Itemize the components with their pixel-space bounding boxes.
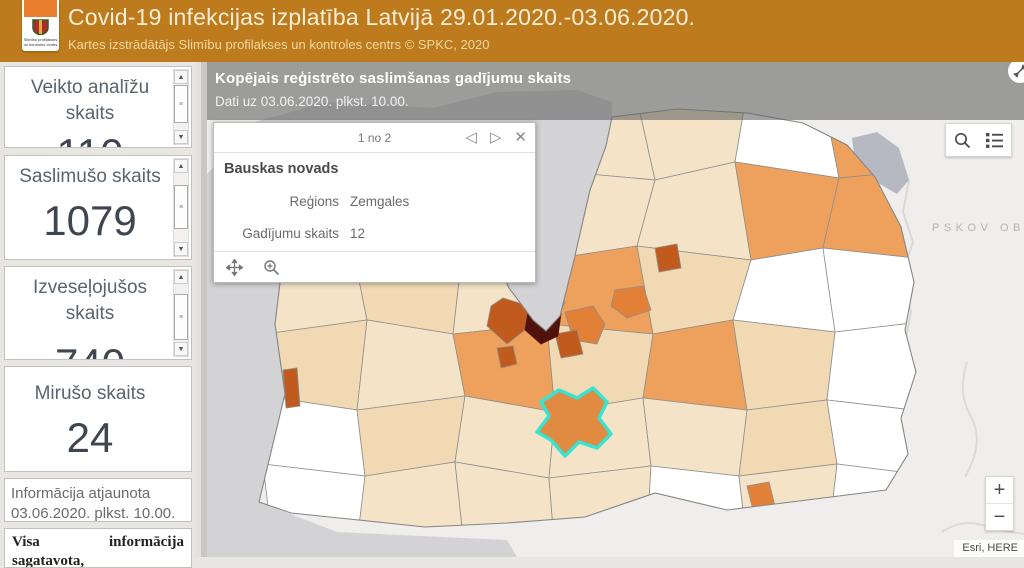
stats-sidebar: Veikto analīžu skaits 110 ▲ ≡ ▼ Saslimuš… (0, 62, 195, 568)
stat-value: 740 (5, 341, 191, 360)
stat-panel-tests: Veikto analīžu skaits 110 ▲ ≡ ▼ (4, 66, 192, 148)
info-updated-line2: 03.06.2020. plkst. 10.00. (11, 505, 176, 522)
stat-title: Veikto analīžu skaits (30, 77, 150, 124)
popup-title: Bauskas novads (224, 161, 339, 177)
popup-footer (214, 251, 535, 282)
panel-scrollbar[interactable]: ▲ ≡ ▼ (173, 269, 189, 357)
panel-scrollbar[interactable]: ▲ ≡ ▼ (173, 158, 189, 257)
selected-municipality-bauskas[interactable] (535, 386, 613, 458)
zoom-to-button[interactable] (263, 259, 280, 276)
stat-panel-deaths: Mirušo skaits 24 (4, 366, 192, 472)
scroll-down-icon[interactable]: ▼ (174, 242, 188, 256)
riga-ring-southeast-cell (554, 329, 584, 359)
popup-body: Bauskas novads Reģions Zemgales Gadījumu… (214, 153, 535, 241)
region-label-pskov: PSKOV OBLAST (932, 222, 1024, 234)
zoom-out-button[interactable]: − (993, 506, 1006, 528)
scroll-up-icon[interactable]: ▲ (174, 270, 188, 284)
disclaimer-panel: Visa informācija sagatavota, izmantojot … (4, 528, 192, 568)
pan-arrows-icon (226, 258, 243, 276)
zoom-in-button[interactable]: + (986, 477, 1013, 504)
scrollbar-thumb[interactable]: ≡ (174, 294, 188, 340)
stat-title: Mirušo skaits (34, 383, 146, 404)
legend-list-icon (986, 132, 1004, 148)
liepaja-cell (282, 367, 301, 409)
disclaimer-line1: Visa informācija sagatavota, (12, 534, 184, 568)
map-attribution: Esri, HERE (954, 540, 1024, 557)
popup-row-label: Reģions (289, 194, 339, 209)
pan-to-button[interactable] (226, 258, 243, 276)
page-subtitle: Kartes izstrādātājs Slimību profilakses … (68, 37, 490, 52)
zoom-to-icon (264, 259, 280, 275)
map-overlay-title: Kopējais reģistrēto saslimšanas gadījumu… (215, 70, 572, 87)
coat-of-arms-icon (32, 19, 49, 35)
latvia-border (258, 108, 917, 528)
popup-row-label: Gadījumu skaits (242, 226, 339, 241)
zoom-control: + − (985, 476, 1014, 531)
cesis-cell (610, 285, 652, 319)
map-overlay-subtitle: Dati uz 03.06.2020. plkst. 10.00. (215, 94, 409, 109)
scroll-up-icon[interactable]: ▲ (174, 70, 188, 84)
valmiera-cell (654, 243, 682, 273)
popup-row-value: 12 (350, 226, 366, 241)
spkc-logo: Slimību profilakses un kontroles centrs (22, 0, 59, 51)
popup-next-icon[interactable]: ▷ (489, 129, 502, 146)
expand-icon (1013, 64, 1024, 78)
app-header: Slimību profilakses un kontroles centrs … (0, 0, 1024, 62)
panel-scrollbar[interactable]: ▲ ≡ ▼ (173, 69, 189, 145)
popup-row-value: Zemgales (350, 194, 410, 209)
sidebar-map-divider[interactable] (195, 62, 207, 557)
logo-orange-block (24, 0, 57, 17)
scroll-up-icon[interactable]: ▲ (174, 159, 188, 173)
scroll-down-icon[interactable]: ▼ (174, 130, 188, 144)
info-updated-line1: Informācija atjaunota (11, 485, 151, 502)
map-toolbar (945, 123, 1012, 157)
scroll-down-icon[interactable]: ▼ (174, 342, 188, 356)
feature-popup: 1 no 2 ◁ ▷ ✕ Bauskas novads Reģions Zemg… (213, 122, 536, 283)
page-title: Covid-19 infekcijas izplatība Latvijā 29… (68, 4, 696, 30)
map-canvas[interactable]: PSKOV OBLAST Kopējais reģistrēto saslimš… (207, 62, 1024, 557)
stat-title: Izveseļojušos skaits (32, 277, 148, 324)
stat-value: 110 (5, 131, 191, 148)
popup-pager: 1 no 2 (357, 131, 392, 145)
jelgava-cell (496, 345, 518, 369)
search-button[interactable] (953, 131, 972, 150)
legend-button[interactable] (985, 132, 1004, 149)
stat-value: 1079 (43, 197, 137, 244)
map-title-overlay: Kopējais reģistrēto saslimšanas gadījumu… (207, 62, 1024, 120)
scrollbar-thumb[interactable]: ≡ (174, 85, 188, 123)
popup-close-icon[interactable]: ✕ (514, 129, 527, 146)
stat-value: 24 (66, 414, 114, 461)
pskov-lake (852, 132, 909, 194)
info-updated-panel: Informācija atjaunota 03.06.2020. plkst.… (4, 478, 192, 522)
search-icon (954, 132, 970, 148)
popup-prev-icon[interactable]: ◁ (465, 129, 477, 146)
popup-header: 1 no 2 ◁ ▷ ✕ (214, 123, 535, 153)
stat-title: Saslimušo skaits (19, 166, 161, 187)
stat-panel-cases: Saslimušo skaits 1079 ▲ ≡ ▼ (4, 155, 192, 260)
fullscreen-button[interactable] (1007, 62, 1024, 84)
stat-panel-recovered: Izveseļojušos skaits 740 ▲ ≡ ▼ (4, 266, 192, 360)
scrollbar-thumb[interactable]: ≡ (174, 185, 188, 229)
logo-caption: Slimību profilakses un kontroles centrs (23, 37, 58, 47)
